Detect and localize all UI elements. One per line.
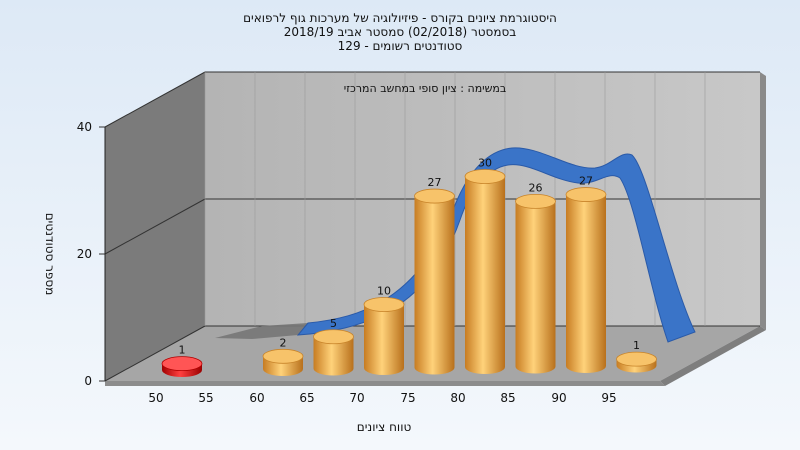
data-label: 27 [579,175,593,188]
y-tick-label: 0 [84,374,92,388]
bar-body [364,304,404,375]
data-label: 30 [478,157,492,170]
bar-body [313,336,354,376]
bars-group [161,169,657,377]
data-label: 1 [179,344,186,357]
bar-top [464,169,506,184]
chart-annotation: במשימה : ציון סופי במחשב המרכזי [344,82,507,95]
x-axis-title: טווח ציונים [357,420,412,434]
floor-front-edge [105,381,665,386]
x-tick-label: 85 [500,391,515,405]
x-tick-label: 70 [349,391,364,405]
data-label: 10 [377,285,391,298]
bar-top [616,351,657,367]
y-tick-label: 40 [77,120,92,134]
bar-body [566,194,606,373]
bar-top [565,187,607,202]
data-label: 5 [330,317,337,330]
bar [515,193,556,374]
bar-top [363,297,405,312]
bar-top [262,348,304,364]
y-tick-label: 20 [77,247,92,261]
bar [313,329,354,376]
bar [363,297,405,375]
bar [464,169,506,374]
chart-title: היסטוגרמת ציונים בקורס - פיזיולוגיה של מ… [243,11,557,53]
bar [616,351,657,373]
x-tick-label: 65 [299,391,314,405]
bar-body [465,176,505,374]
x-tick-label: 80 [450,391,465,405]
bar [262,348,304,376]
floor-right-edge [660,326,766,386]
x-tick-label: 95 [601,391,616,405]
title-line-3: סטודנטים רשומים - 129 [338,39,463,53]
grid-line [104,198,206,255]
data-labels-group: 1 2 5 10 27 30 26 27 1 [179,157,641,357]
bar-body [515,201,556,374]
bar-top [414,188,455,204]
bar-top [313,329,354,345]
bar-body [414,196,455,375]
back-wall-right-edge [760,72,766,330]
x-axis-ticks: 50 55 60 65 70 75 80 85 90 95 [148,391,616,405]
x-tick-label: 50 [148,391,163,405]
curve-shadow [215,323,308,339]
y-axis-title: מספר סטודנטים [43,213,57,296]
bar [414,188,455,375]
bar-top [161,356,203,372]
x-tick-label: 75 [400,391,415,405]
title-line-1: היסטוגרמת ציונים בקורס - פיזיולוגיה של מ… [243,11,557,25]
data-label: 2 [280,336,287,349]
data-label: 1 [633,339,640,352]
x-tick-label: 55 [198,391,213,405]
grid-line [104,325,206,382]
data-label: 27 [428,176,442,189]
x-tick-label: 90 [551,391,566,405]
bar-top [515,193,556,209]
y-axis-ticks: 0 20 40 [77,120,92,388]
title-line-2: בסמסטר (02/2018) סמסטר אביב 2018/19 [284,25,516,39]
bar [161,356,203,377]
x-tick-label: 60 [249,391,264,405]
grid-line [104,71,206,128]
data-label: 26 [529,181,543,194]
bar [565,187,607,373]
